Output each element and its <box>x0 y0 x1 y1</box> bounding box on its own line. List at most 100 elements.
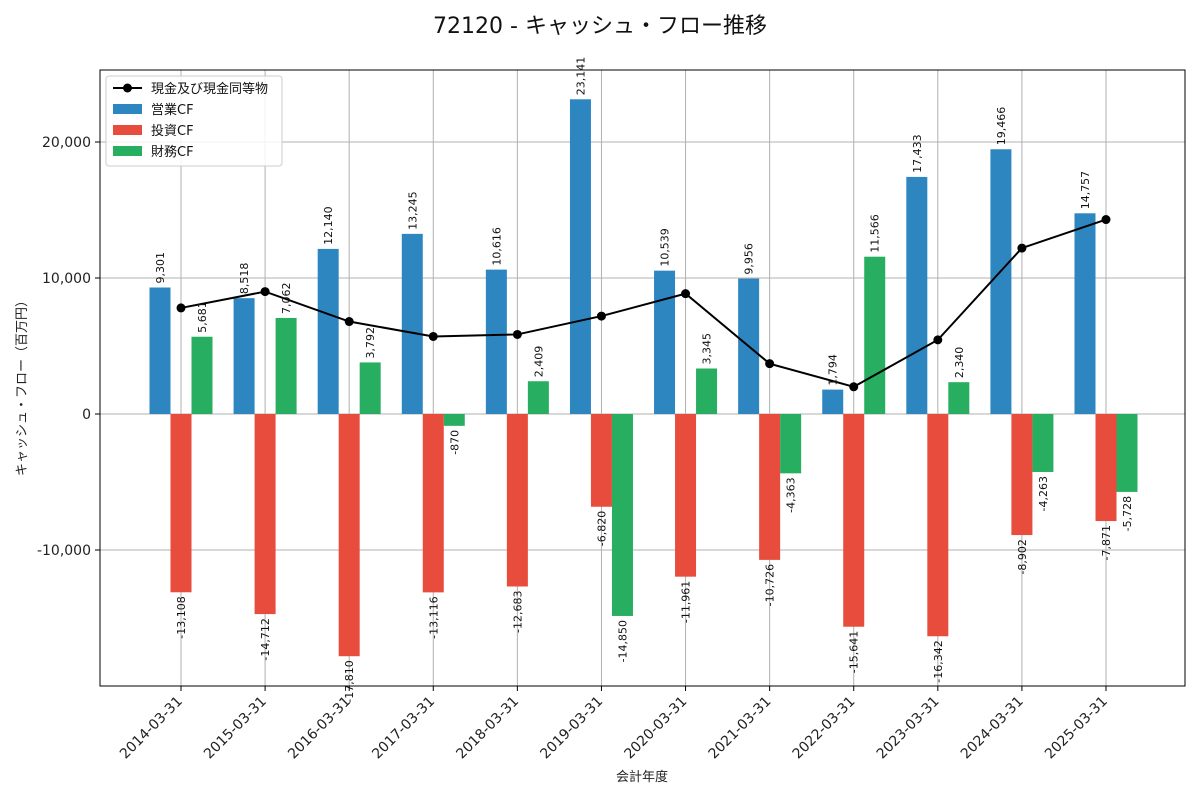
bar-営業CF-2015-03-31 <box>233 298 255 414</box>
x-tick-label: 2016-03-31 <box>285 694 354 763</box>
y-tick-label: 0 <box>82 407 91 423</box>
bar-営業CF-2023-03-31 <box>906 176 928 414</box>
data-labels: 9,301 8,518 12,140 13,245 10,616 23,141 10,539… <box>154 57 1134 703</box>
cash-line-point <box>512 329 522 339</box>
bar-value-label: 3,792 <box>364 327 377 359</box>
bar-投資CF-2020-03-31 <box>675 414 697 577</box>
y-tick-label: 10,000 <box>42 271 91 287</box>
cash-line-point <box>1101 215 1111 225</box>
bar-value-label: -11,961 <box>680 581 693 623</box>
bar-営業CF-2020-03-31 <box>654 270 676 414</box>
bar-財務CF-2020-03-31 <box>696 368 718 414</box>
cash-line-point <box>260 287 270 297</box>
bar-投資CF-2015-03-31 <box>254 414 276 615</box>
bar-value-label: 13,245 <box>406 191 419 230</box>
bar-value-label: -14,712 <box>259 618 272 660</box>
bar-財務CF-2025-03-31 <box>1116 414 1138 492</box>
x-tick-label: 2019-03-31 <box>537 694 606 763</box>
bar-投資CF-2025-03-31 <box>1095 414 1117 522</box>
bar-value-label: 9,301 <box>154 252 167 284</box>
bar-value-label: 23,141 <box>574 57 587 96</box>
bar-value-label: -6,820 <box>595 511 608 546</box>
bar-value-label: 2,340 <box>953 347 966 379</box>
bar-value-label: 11,566 <box>869 214 882 253</box>
x-tick-label: 2015-03-31 <box>201 694 270 763</box>
legend-label: 現金及び現金同等物 <box>151 81 268 97</box>
bar-value-label: 10,616 <box>490 227 503 266</box>
bar-投資CF-2017-03-31 <box>422 414 444 593</box>
cash-line-point <box>1017 243 1027 253</box>
bar-value-label: -12,683 <box>511 590 524 632</box>
bar-財務CF-2016-03-31 <box>359 362 381 414</box>
cash-line <box>176 215 1111 392</box>
bar-value-label: 12,140 <box>322 206 335 245</box>
chart-title: 72120 - キャッシュ・フロー推移 <box>433 14 767 39</box>
bar-営業CF-2022-03-31 <box>822 389 844 414</box>
bar-投資CF-2023-03-31 <box>927 414 949 637</box>
bar-value-label: 3,345 <box>701 333 714 365</box>
y-tick-label: 20,000 <box>42 135 91 151</box>
cash-line-point <box>765 359 775 369</box>
bar-営業CF-2019-03-31 <box>569 99 591 414</box>
bar-営業CF-2024-03-31 <box>990 149 1012 415</box>
bar-value-label: 17,433 <box>911 134 924 173</box>
x-tick-label: 2017-03-31 <box>369 694 438 763</box>
bar-value-label: -16,342 <box>932 640 945 682</box>
bar-投資CF-2016-03-31 <box>338 414 360 657</box>
cash-line-point <box>933 335 943 345</box>
x-tick-label: 2024-03-31 <box>958 694 1027 763</box>
cash-line-point <box>428 331 438 341</box>
bar-財務CF-2017-03-31 <box>443 414 465 426</box>
x-tick-label: 2018-03-31 <box>453 694 522 763</box>
legend-swatch <box>113 146 142 156</box>
bar-value-label: 10,539 <box>659 228 672 267</box>
bar-value-label: 1,794 <box>827 354 840 386</box>
bar-value-label: 19,466 <box>995 107 1008 146</box>
bar-投資CF-2018-03-31 <box>506 414 528 587</box>
bar-value-label: 7,062 <box>280 282 293 314</box>
bar-投資CF-2021-03-31 <box>759 414 781 560</box>
bars <box>149 99 1138 657</box>
legend-swatch <box>113 125 142 135</box>
cash-line-path <box>180 218 1107 388</box>
bar-value-label: 9,956 <box>743 243 756 275</box>
plot-frame <box>99 69 1186 687</box>
bar-財務CF-2021-03-31 <box>780 414 802 474</box>
bar-営業CF-2017-03-31 <box>401 233 423 414</box>
x-tick-label: 2021-03-31 <box>706 694 775 763</box>
bar-財務CF-2018-03-31 <box>527 381 549 414</box>
x-tick-label: 2025-03-31 <box>1042 694 1111 763</box>
legend-label: 財務CF <box>151 145 194 160</box>
bar-財務CF-2022-03-31 <box>864 256 886 414</box>
bar-営業CF-2025-03-31 <box>1074 213 1096 414</box>
bar-value-label: -10,726 <box>764 564 777 606</box>
bar-投資CF-2019-03-31 <box>590 414 612 507</box>
y-tick-label: -10,000 <box>37 543 91 559</box>
legend-box <box>105 75 283 167</box>
bar-財務CF-2023-03-31 <box>948 382 970 414</box>
legend-swatch <box>113 104 142 114</box>
bar-value-label: 2,409 <box>532 346 545 378</box>
bar-財務CF-2014-03-31 <box>191 336 213 414</box>
bar-value-label: -4,263 <box>1037 476 1050 511</box>
cash-line-point <box>176 303 186 313</box>
bar-value-label: -8,902 <box>1016 539 1029 574</box>
x-tick-label: 2020-03-31 <box>622 694 691 763</box>
bar-value-label: -7,871 <box>1100 525 1113 560</box>
x-tick-label: 2014-03-31 <box>117 694 186 763</box>
bar-value-label: -870 <box>448 430 461 455</box>
bar-value-label: -17,810 <box>343 660 356 702</box>
bar-value-label: -14,850 <box>616 620 629 662</box>
bar-value-label: -13,108 <box>175 596 188 638</box>
cash-line-point <box>681 289 691 299</box>
bar-value-label: 5,681 <box>196 301 209 333</box>
bar-営業CF-2016-03-31 <box>317 248 339 414</box>
bar-営業CF-2014-03-31 <box>149 287 171 414</box>
bar-value-label: 14,757 <box>1079 171 1092 210</box>
bar-投資CF-2024-03-31 <box>1011 414 1033 536</box>
x-axis-title: 会計年度 <box>616 769 668 785</box>
legend-label: 営業CF <box>151 102 194 118</box>
